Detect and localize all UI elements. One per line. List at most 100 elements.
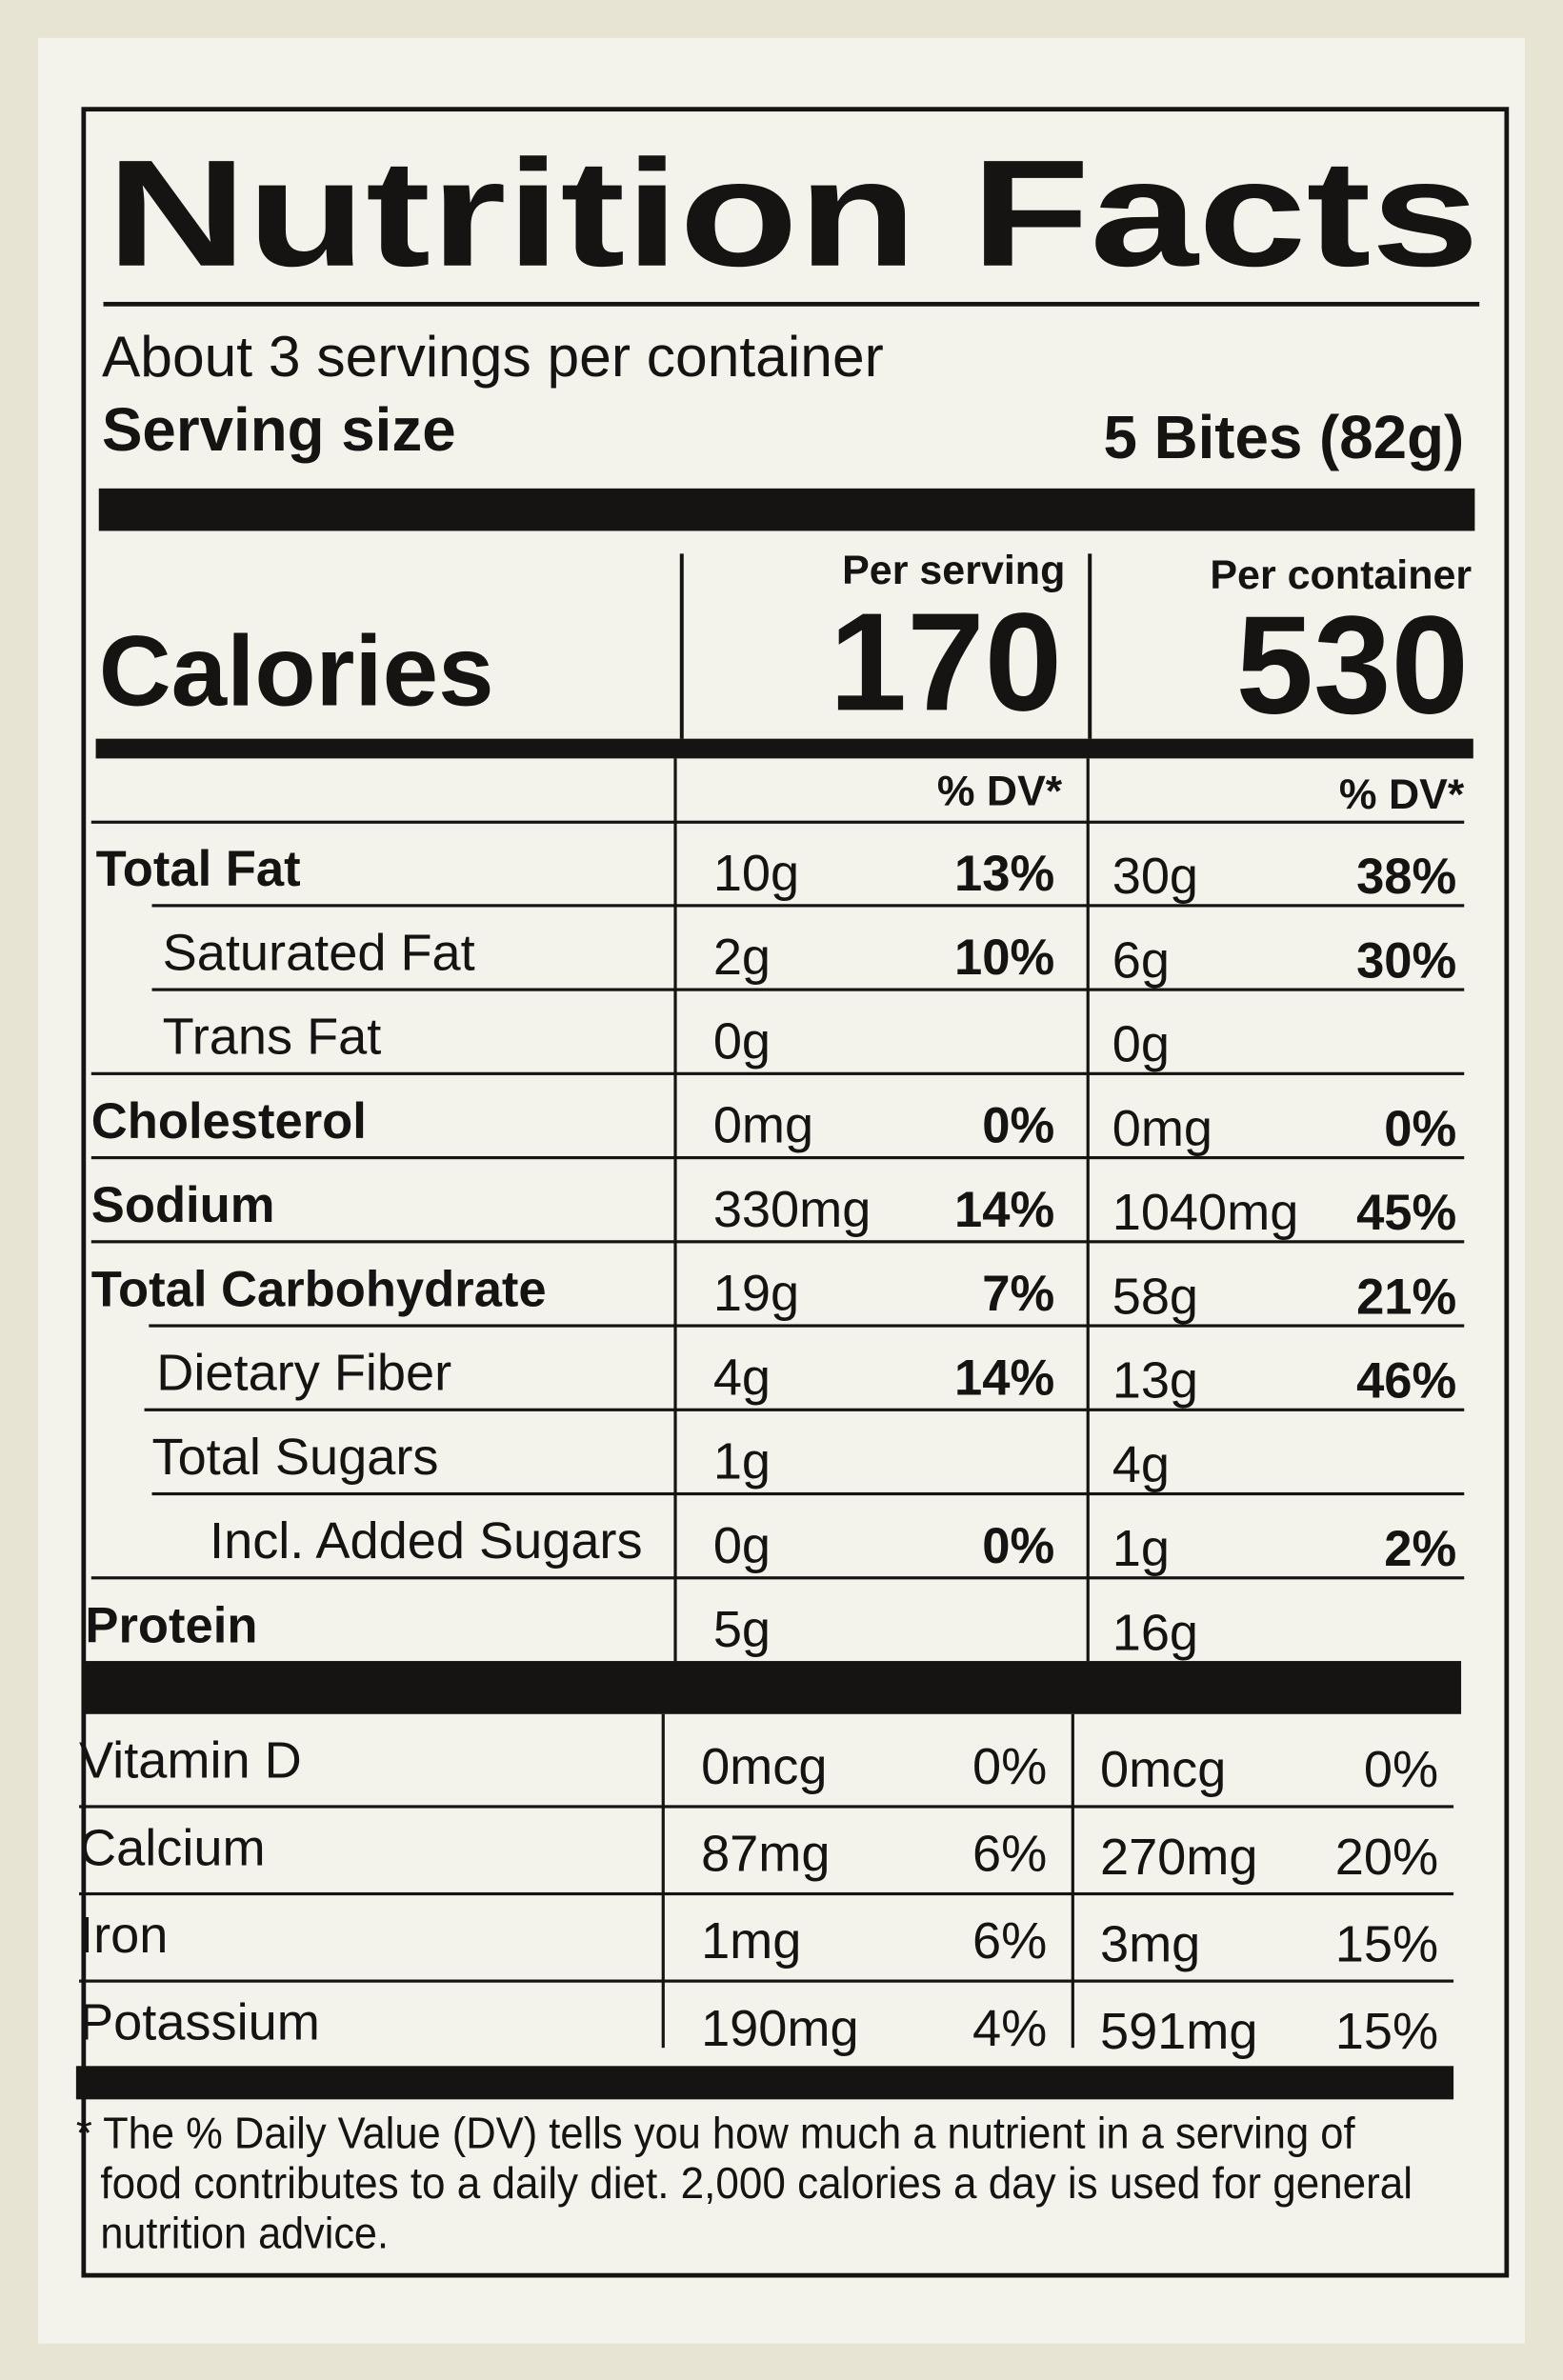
serving-amount: 1g bbox=[713, 1433, 771, 1490]
container-amount: 3mg bbox=[1100, 1915, 1200, 1972]
container-amount: 1040mg bbox=[1112, 1184, 1299, 1241]
serving-dv: 14% bbox=[954, 1182, 1054, 1238]
calories-per-container: 530 bbox=[1236, 588, 1469, 744]
medium-bar bbox=[95, 738, 1473, 759]
row-rule bbox=[149, 1324, 1465, 1328]
servings: About 3 servings per container bbox=[102, 324, 884, 389]
serving-dv: 10% bbox=[954, 930, 1054, 986]
row-rule bbox=[90, 1155, 1465, 1160]
serving-dv: 7% bbox=[982, 1266, 1054, 1322]
container-amount: 0mg bbox=[1112, 1100, 1212, 1157]
container-dv: 20% bbox=[1335, 1829, 1438, 1886]
row-rule bbox=[151, 1491, 1465, 1496]
container-amount: 4g bbox=[1112, 1436, 1170, 1493]
container-amount: 591mg bbox=[1100, 2003, 1258, 2060]
serving-amount: 330mg bbox=[713, 1181, 872, 1238]
container-dv: 0% bbox=[1384, 1101, 1456, 1157]
container-amount: 270mg bbox=[1100, 1829, 1258, 1886]
row-rule bbox=[144, 1408, 1465, 1411]
column-rule bbox=[661, 1713, 665, 2049]
row-rule bbox=[90, 820, 1465, 824]
vitamin-name: Vitamin D bbox=[79, 1732, 302, 1790]
serving-amount: 4g bbox=[713, 1349, 771, 1406]
calories-label: Calories bbox=[99, 616, 494, 728]
container-dv: 15% bbox=[1335, 2003, 1438, 2060]
dv-header: % DV* bbox=[937, 769, 1063, 815]
nutrient-name: Protein bbox=[85, 1597, 257, 1653]
serving-amount: 0g bbox=[713, 1012, 771, 1070]
column-rule bbox=[1086, 758, 1090, 1662]
serving-dv: 14% bbox=[954, 1350, 1054, 1406]
serving-amount: 87mg bbox=[701, 1826, 830, 1883]
nutrient-name: Trans Fat bbox=[163, 1009, 382, 1066]
serving-amount: 19g bbox=[713, 1265, 799, 1322]
calories-per-serving: 170 bbox=[830, 584, 1062, 740]
column-rule bbox=[673, 758, 677, 1662]
thick-bar bbox=[75, 2066, 1454, 2100]
nutrient-name: Total Carbohydrate bbox=[91, 1261, 547, 1317]
container-amount: 16g bbox=[1112, 1604, 1198, 1661]
container-dv: 46% bbox=[1356, 1353, 1456, 1410]
serving-dv: 0% bbox=[972, 1738, 1047, 1795]
container-amount: 1g bbox=[1112, 1520, 1170, 1577]
row-rule bbox=[79, 1891, 1454, 1896]
thick-bar bbox=[83, 1661, 1462, 1714]
container-amount: 0g bbox=[1112, 1016, 1170, 1073]
title: Nutrition Facts bbox=[107, 129, 1479, 298]
row-rule bbox=[79, 1979, 1454, 1983]
serving-amount: 10g bbox=[713, 845, 799, 902]
row-rule bbox=[90, 1576, 1465, 1580]
container-dv: 30% bbox=[1356, 932, 1456, 989]
footnote-line: food contributes to a daily diet. 2,000 … bbox=[100, 2158, 1413, 2208]
nutrient-name: Saturated Fat bbox=[163, 924, 475, 981]
container-dv: 21% bbox=[1356, 1269, 1456, 1325]
serving-dv: 4% bbox=[972, 2000, 1047, 2057]
serving-amount: 0mcg bbox=[701, 1738, 827, 1795]
serving-size-label: Serving size bbox=[102, 396, 456, 464]
row-rule bbox=[90, 1240, 1465, 1244]
container-amount: 58g bbox=[1112, 1268, 1198, 1325]
row-rule bbox=[90, 1071, 1465, 1075]
vitamin-name: Potassium bbox=[79, 1993, 320, 2050]
column-rule bbox=[1071, 1713, 1074, 2049]
serving-amount: 0g bbox=[713, 1517, 771, 1574]
label-panel bbox=[38, 37, 1525, 2344]
row-rule bbox=[79, 1805, 1454, 1809]
container-dv: 45% bbox=[1356, 1185, 1456, 1241]
vitamin-name: Iron bbox=[79, 1907, 168, 1964]
nutrient-name: Total Fat bbox=[96, 841, 301, 897]
serving-amount: 0mg bbox=[713, 1097, 813, 1154]
nutrient-name: Total Sugars bbox=[152, 1429, 439, 1486]
column-rule bbox=[1088, 553, 1092, 739]
row-rule bbox=[151, 904, 1465, 908]
rows: Total Fat 10g 13% 30g 38% Saturated Fat 2g 10% 6… bbox=[76, 841, 1465, 2257]
footnote-line: nutrition advice. bbox=[100, 2208, 389, 2257]
serving-dv: 6% bbox=[972, 1826, 1047, 1883]
serving-amount: 5g bbox=[713, 1601, 771, 1658]
thick-bar bbox=[98, 488, 1475, 531]
serving-size-value: 5 Bites (82g) bbox=[1104, 404, 1465, 471]
container-amount: 0mcg bbox=[1100, 1741, 1226, 1798]
footnote-line: * The % Daily Value (DV) tells you how m… bbox=[76, 2108, 1355, 2157]
container-amount: 6g bbox=[1112, 931, 1170, 989]
serving-amount: 190mg bbox=[701, 2000, 859, 2057]
serving-dv: 13% bbox=[954, 846, 1054, 902]
serving-amount: 2g bbox=[713, 929, 771, 986]
container-dv: 15% bbox=[1335, 1915, 1438, 1972]
nutrient-name: Sodium bbox=[91, 1177, 275, 1233]
row-rule bbox=[151, 988, 1465, 991]
serving-dv: 0% bbox=[982, 1518, 1054, 1574]
per-serving-header: Per serving bbox=[842, 548, 1065, 593]
per-container-header: Per container bbox=[1210, 552, 1472, 598]
label-border bbox=[81, 107, 1510, 2278]
container-amount: 30g bbox=[1112, 848, 1198, 905]
serving-dv: 6% bbox=[972, 1912, 1047, 1970]
container-amount: 13g bbox=[1112, 1352, 1198, 1410]
container-dv: 0% bbox=[1364, 1741, 1438, 1798]
dv-header: % DV* bbox=[1339, 771, 1465, 818]
vitamin-name: Calcium bbox=[79, 1819, 266, 1876]
rule bbox=[103, 301, 1480, 307]
nutrient-name: Cholesterol bbox=[91, 1093, 367, 1150]
